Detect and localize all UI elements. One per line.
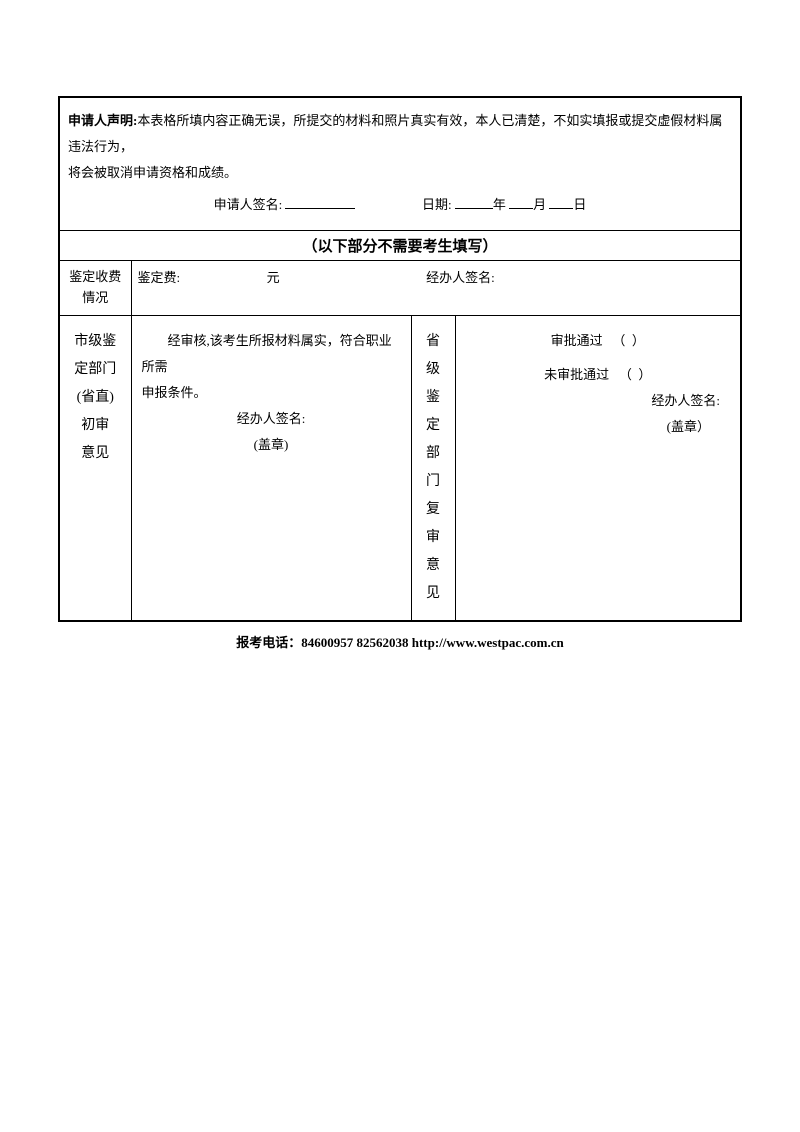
- signature-row: 申请人签名: 日期: 年 月 日: [68, 192, 732, 218]
- city-seal: (盖章): [142, 432, 401, 458]
- declaration-body1: 本表格所填内容正确无误，所提交的材料和照片真实有效，本人已清楚，不如实填报或提交…: [68, 113, 722, 154]
- prov-notapproved-line: 未审批通过 （ ）: [466, 362, 731, 388]
- declaration-text: 申请人声明:本表格所填内容正确无误，所提交的材料和照片真实有效，本人已清楚，不如…: [68, 108, 732, 160]
- applicant-sig-line[interactable]: [285, 196, 355, 209]
- footer-label: 报考电话：: [236, 635, 301, 650]
- month-line[interactable]: [509, 196, 533, 209]
- fee-yuan: 元: [267, 270, 280, 285]
- date-label: 日期:: [422, 197, 452, 212]
- declaration-label: 申请人声明:: [68, 113, 137, 128]
- day-unit: 日: [573, 197, 586, 212]
- fee-content: 鉴定费: 元 经办人签名:: [131, 261, 741, 316]
- year-line[interactable]: [455, 196, 493, 209]
- form-table: 申请人声明:本表格所填内容正确无误，所提交的材料和照片真实有效，本人已清楚，不如…: [58, 96, 742, 622]
- declaration-body2: 将会被取消申请资格和成绩。: [68, 160, 732, 186]
- city-review-line2: 申报条件。: [142, 380, 401, 406]
- prov-approved-line: 审批通过 （ ）: [466, 328, 731, 354]
- month-unit: 月: [533, 197, 546, 212]
- day-line[interactable]: [549, 196, 573, 209]
- city-review-line1: 经审核,该考生所报材料属实，符合职业所需: [142, 328, 401, 380]
- applicant-sig-label: 申请人签名:: [214, 197, 283, 212]
- prov-review-body: 审批通过 （ ） 未审批通过 （ ） 经办人签名: (盖章）: [455, 315, 741, 621]
- city-handler: 经办人签名:: [142, 406, 401, 432]
- prov-review-label: 省级 鉴定 部门 复审 意见: [411, 315, 455, 621]
- fee-label: 鉴定费:: [138, 270, 181, 285]
- declaration-cell: 申请人声明:本表格所填内容正确无误，所提交的材料和照片真实有效，本人已清楚，不如…: [59, 97, 741, 231]
- section-header: （以下部分不需要考生填写）: [59, 231, 741, 261]
- footer-phones: 84600957 82562038: [301, 635, 412, 650]
- city-review-body: 经审核,该考生所报材料属实，符合职业所需 申报条件。 经办人签名: (盖章): [131, 315, 411, 621]
- footer: 报考电话：84600957 82562038 http://www.westpa…: [58, 632, 742, 651]
- prov-seal: (盖章）: [466, 414, 731, 440]
- fee-row-label: 鉴定收费情况: [59, 261, 131, 316]
- prov-handler: 经办人签名:: [466, 388, 731, 414]
- footer-url: http://www.westpac.com.cn: [412, 635, 564, 650]
- year-unit: 年: [493, 197, 506, 212]
- fee-handler-label: 经办人签名:: [426, 270, 495, 285]
- city-review-label: 市级鉴 定部门 (省直) 初审 意见: [59, 315, 131, 621]
